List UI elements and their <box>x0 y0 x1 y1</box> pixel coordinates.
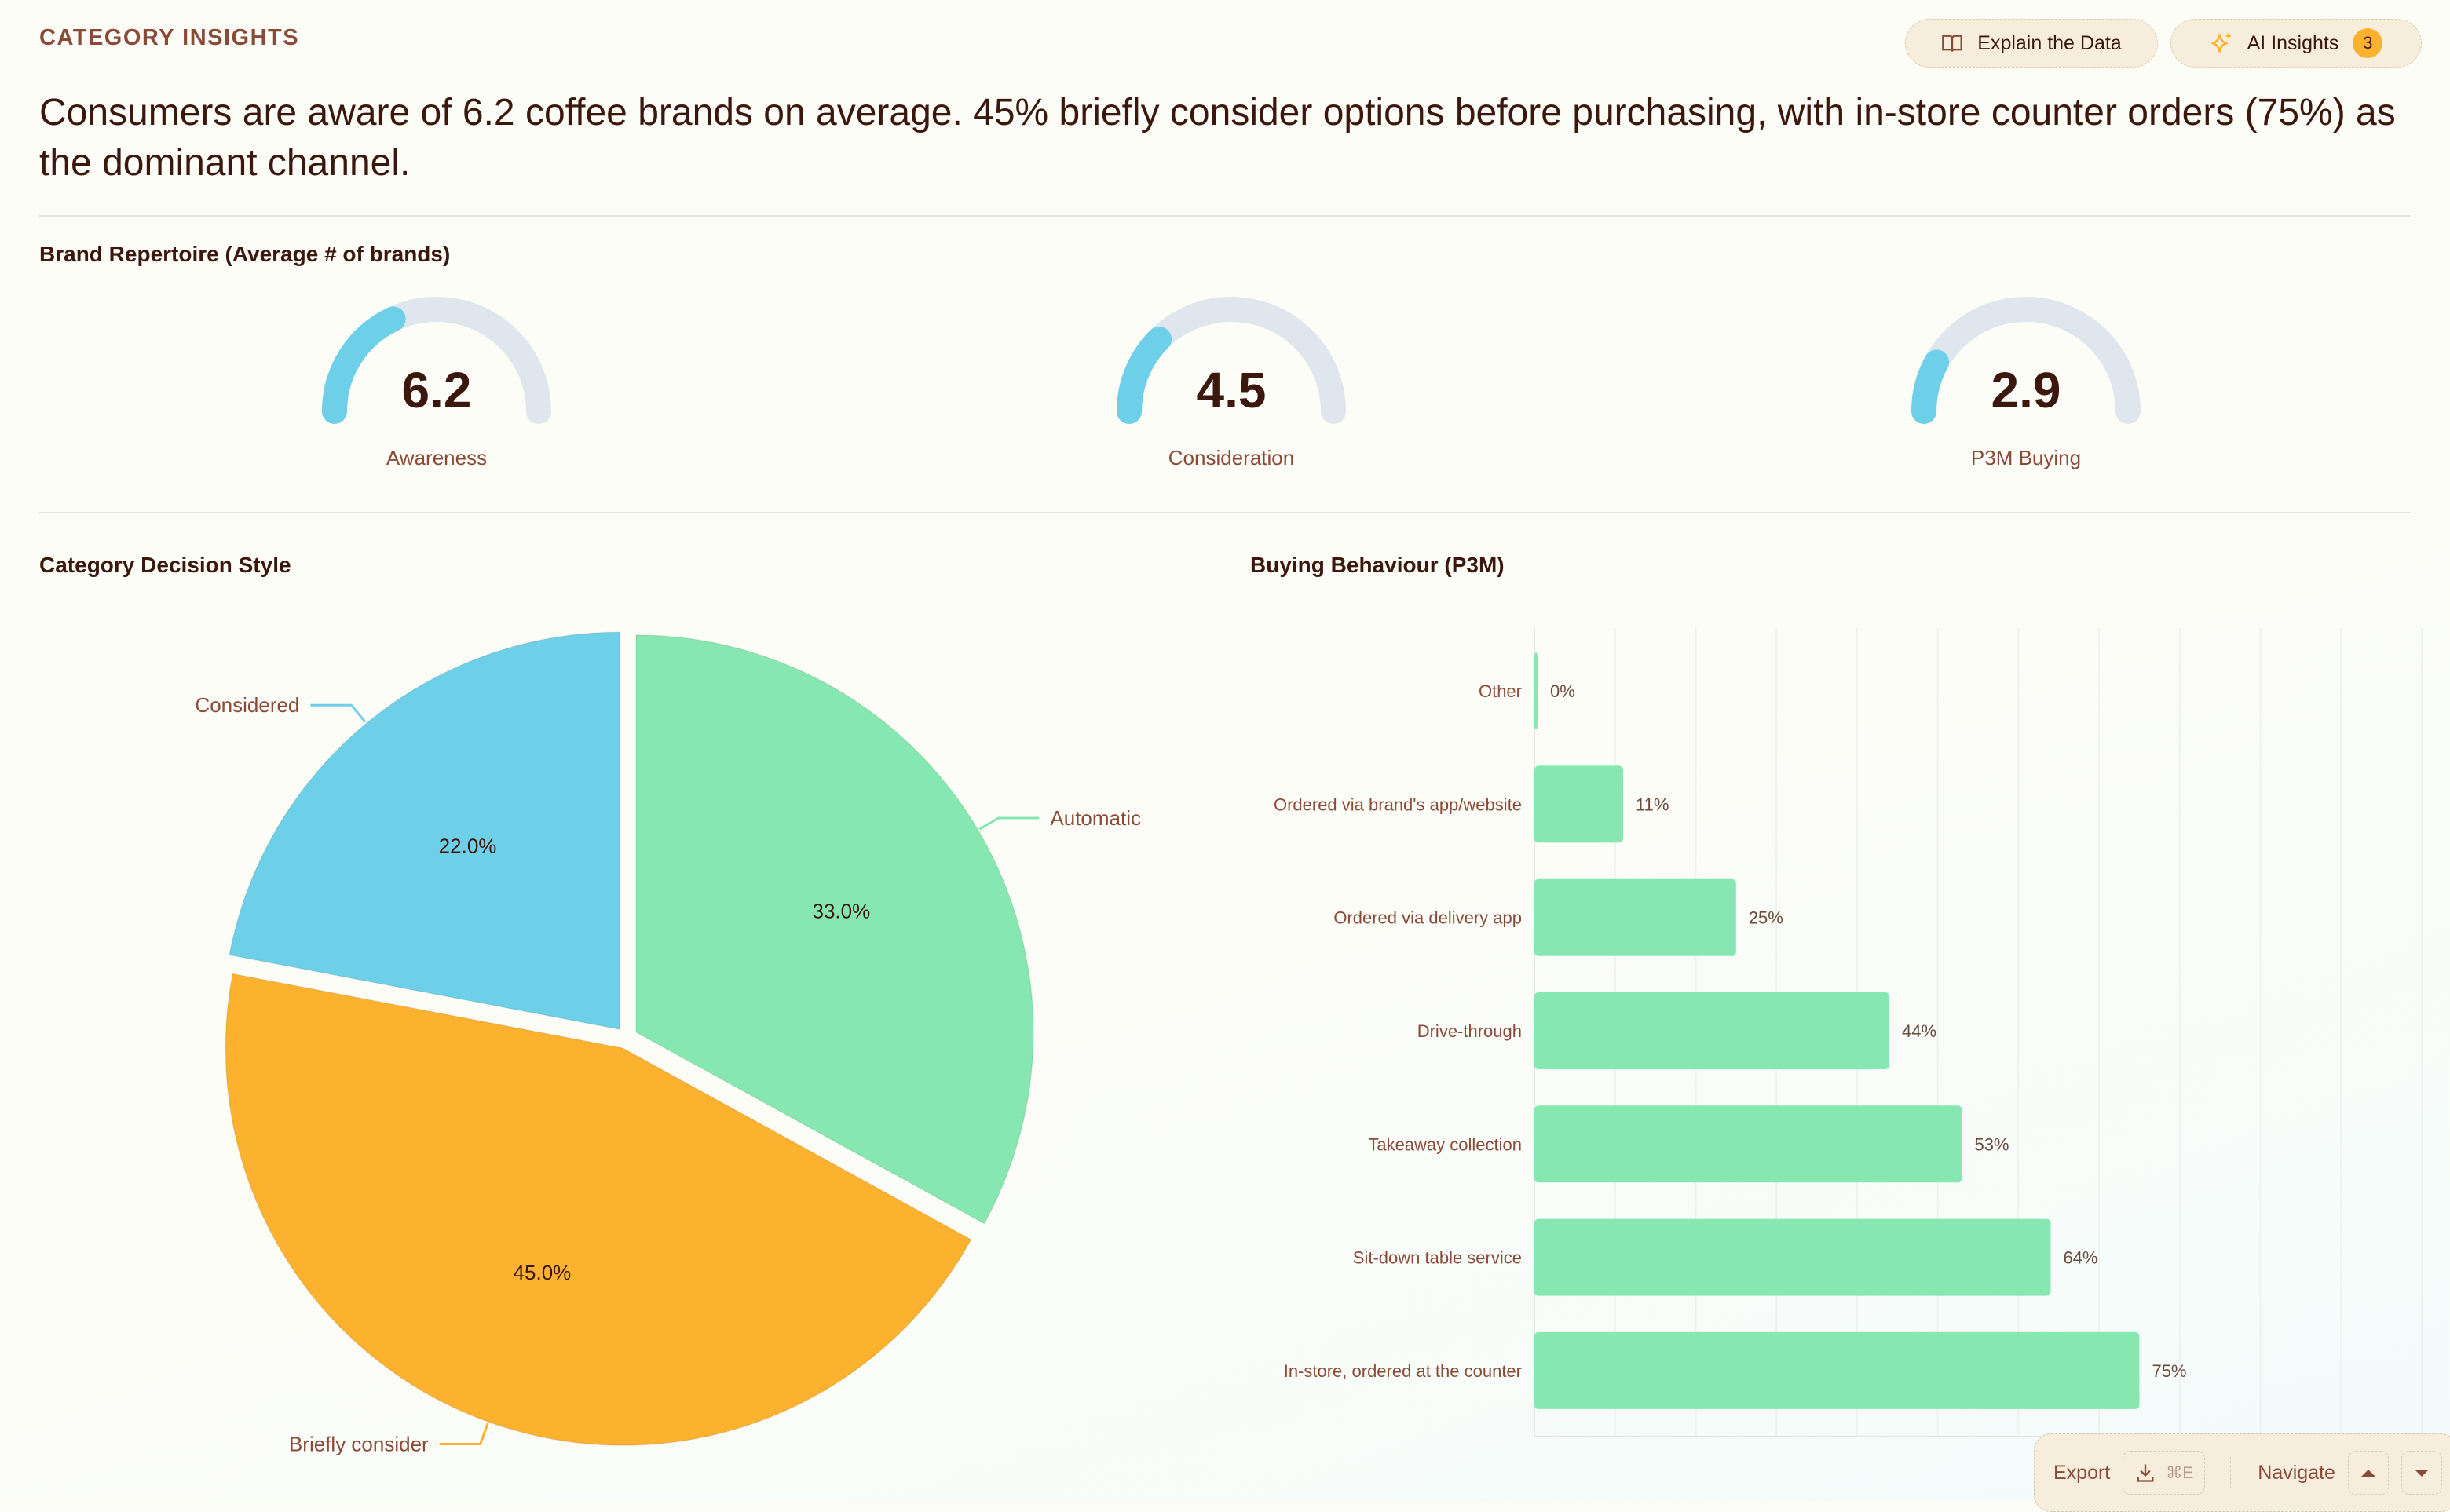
caret-down-icon <box>2414 1469 2429 1477</box>
explain-data-label: Explain the Data <box>1977 31 2122 54</box>
pie-category-label: Automatic <box>1050 806 1141 830</box>
bar <box>1534 1218 2051 1296</box>
bar-value-label: 75% <box>2152 1361 2186 1381</box>
pie-category-label: Considered <box>195 693 299 717</box>
book-icon <box>1942 35 1963 52</box>
gauge-label: Awareness <box>386 446 488 469</box>
gauge-value: 6.2 <box>401 362 472 418</box>
bar-category-label: Other <box>1479 681 1522 701</box>
pie-leader-line <box>439 1423 489 1445</box>
buying-behaviour-title: Buying Behaviour (P3M) <box>1250 553 1505 577</box>
gauge-fill <box>1117 327 1172 424</box>
bar <box>1534 1105 1962 1183</box>
pie-value-label: 33.0% <box>813 899 871 922</box>
gauge-value: 4.5 <box>1196 362 1267 418</box>
section-eyebrow: CATEGORY INSIGHTS <box>39 25 300 50</box>
ai-insights-count-badge: 3 <box>2353 28 2383 58</box>
gauge-arc <box>1117 297 1346 424</box>
decision-style-pie-chart: 33.0% Automatic 45.0% Briefly consider 22.0%… <box>195 631 1141 1455</box>
bottom-toolbar: Export ⌘E Navigate <box>2034 1433 2450 1512</box>
gauge-fill <box>322 306 406 424</box>
pie-value-label: 45.0% <box>514 1261 572 1284</box>
divider <box>39 512 2411 513</box>
export-label: Export <box>2053 1461 2111 1484</box>
ai-insights-label: AI Insights <box>2247 31 2339 54</box>
download-icon <box>2137 1464 2154 1482</box>
gauge-value: 2.9 <box>1991 362 2061 418</box>
bar <box>1534 992 1889 1069</box>
toolbar-divider <box>2230 1457 2232 1488</box>
navigate-up-button[interactable] <box>2347 1451 2389 1495</box>
bar-value-label: 11% <box>1636 794 1669 814</box>
navigate-down-button[interactable] <box>2401 1451 2442 1495</box>
export-shortcut: ⌘E <box>2166 1463 2194 1482</box>
gauge-p3m-buying: 2.9 P3M Buying <box>1892 290 2159 495</box>
bar-category-label: Drive-through <box>1417 1021 1522 1041</box>
bar-value-label: 0% <box>1550 681 1575 701</box>
bar-category-label: In-store, ordered at the counter <box>1284 1361 1522 1381</box>
pie-slice-automatic <box>635 634 1034 1225</box>
gauge-label: Consideration <box>1168 446 1295 469</box>
explain-data-button[interactable]: Explain the Data <box>1905 19 2158 68</box>
pie-value-label: 22.0% <box>439 834 497 857</box>
pie-leader-line <box>310 703 367 723</box>
ai-insights-button[interactable]: AI Insights 3 <box>2170 19 2422 68</box>
bar-category-label: Takeaway collection <box>1368 1134 1522 1154</box>
gauge-awareness: 6.2 Awareness <box>303 290 570 495</box>
gauge-arc <box>1911 297 2141 424</box>
gauge-consideration: 4.5 Consideration <box>1098 290 1365 495</box>
pie-slice-considered <box>229 631 620 1031</box>
bar-value-label: 25% <box>1749 908 1783 928</box>
export-button[interactable]: ⌘E <box>2123 1451 2206 1495</box>
brand-repertoire-title: Brand Repertoire (Average # of brands) <box>39 242 451 266</box>
bar <box>1534 878 1736 956</box>
bar-category-label: Ordered via brand's app/website <box>1274 794 1522 814</box>
gauge-fill <box>1911 349 1950 424</box>
headline: Consumers are aware of 6.2 coffee brands… <box>39 92 2396 184</box>
pie-slice-briefly-consider <box>225 973 972 1446</box>
buying-behaviour-bar-chart: Other 0% Ordered via brand's app/website 11… <box>1274 628 2423 1437</box>
pie-leader-line <box>978 816 1040 831</box>
bar-value-label: 44% <box>1902 1021 1936 1041</box>
bar-category-label: Ordered via delivery app <box>1333 908 1522 928</box>
bar <box>1534 652 1538 730</box>
decision-style-title: Category Decision Style <box>39 553 291 577</box>
navigate-label: Navigate <box>2258 1461 2335 1484</box>
pie-category-label: Briefly consider <box>289 1432 429 1455</box>
bar <box>1534 1331 2140 1409</box>
bar-value-label: 53% <box>1974 1134 2009 1154</box>
sparkle-icon <box>2210 33 2231 53</box>
divider <box>39 215 2411 217</box>
caret-up-icon <box>2360 1469 2375 1477</box>
gauge-arc <box>322 297 551 424</box>
gauge-label: P3M Buying <box>1970 446 2082 469</box>
bar-value-label: 64% <box>2063 1248 2097 1268</box>
bar <box>1534 765 1623 843</box>
bar-category-label: Sit-down table service <box>1353 1248 1522 1268</box>
